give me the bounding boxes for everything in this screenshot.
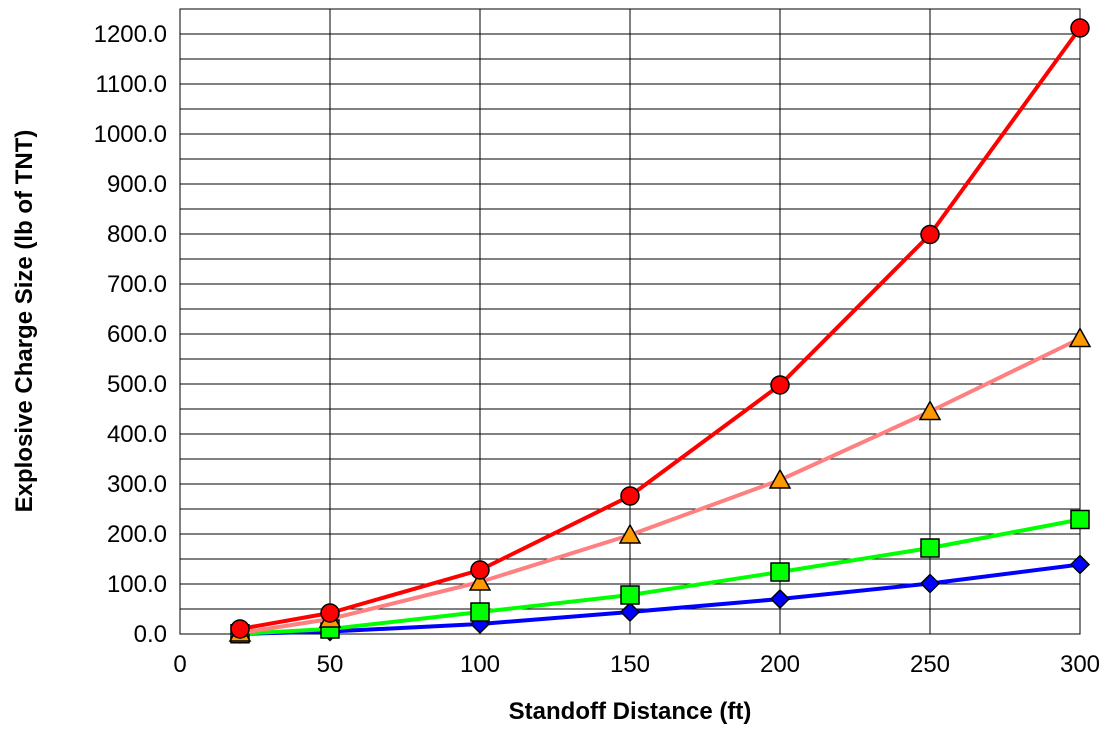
y-tick-label: 0.0: [134, 621, 167, 648]
data-point-square: [1070, 509, 1090, 530]
data-point-square: [770, 562, 790, 582]
series-4: [230, 18, 1090, 639]
y-tick-label: 1200.0: [94, 21, 167, 48]
data-point-circle: [620, 486, 640, 506]
x-tick-label: 150: [610, 651, 650, 678]
y-tick-label: 400.0: [107, 421, 167, 448]
series-layer: [228, 18, 1092, 644]
y-axis-title: Explosive Charge Size (lb of TNT): [11, 130, 38, 513]
data-point-triangle: [768, 468, 792, 489]
x-tick-label: 200: [760, 651, 800, 678]
x-tick-label: 50: [317, 651, 344, 678]
data-point-diamond: [919, 573, 941, 594]
plot-border: [179, 8, 1081, 635]
data-point-triangle: [918, 399, 942, 421]
data-point-diamond: [769, 588, 791, 610]
x-tick-label: 250: [910, 651, 950, 678]
y-tick-label: 300.0: [107, 471, 167, 498]
data-point-square: [470, 602, 490, 622]
data-point-triangle: [468, 570, 492, 591]
data-point-square: [620, 585, 640, 605]
data-point-circle: [320, 603, 340, 623]
x-tick-label: 0: [173, 651, 186, 678]
y-tick-label: 100.0: [107, 571, 167, 598]
y-tick-label: 1100.0: [95, 71, 167, 98]
data-point-diamond: [619, 601, 641, 623]
y-tick-label: 900.0: [107, 171, 167, 198]
data-point-circle: [920, 224, 940, 245]
y-tick-label: 1000.0: [94, 121, 167, 148]
y-tick-label: 700.0: [107, 271, 167, 298]
data-point-diamond: [1069, 554, 1091, 575]
y-tick-label: 600.0: [107, 321, 167, 348]
x-tick-label: 100: [460, 651, 500, 678]
data-point-triangle: [1068, 326, 1092, 348]
data-point-square: [920, 538, 940, 558]
x-axis-title: Standoff Distance (ft): [509, 698, 752, 725]
y-tick-label: 500.0: [107, 371, 167, 398]
x-tick-label: 300: [1060, 651, 1100, 678]
y-tick-label: 200.0: [107, 521, 167, 548]
y-tick-labels: 0.0 100.0 200.0 300.0 400.0 500.0 600.0 700.0 80…: [94, 21, 167, 648]
x-tick-labels: 0 50 100 150 200 250 300: [173, 651, 1100, 678]
series-2: [230, 509, 1090, 644]
data-point-circle: [470, 560, 490, 580]
data-point-circle: [1070, 18, 1090, 38]
y-tick-label: 800.0: [107, 221, 167, 248]
data-point-circle: [770, 375, 790, 395]
data-point-circle: [230, 619, 250, 639]
data-point-triangle: [618, 523, 642, 544]
